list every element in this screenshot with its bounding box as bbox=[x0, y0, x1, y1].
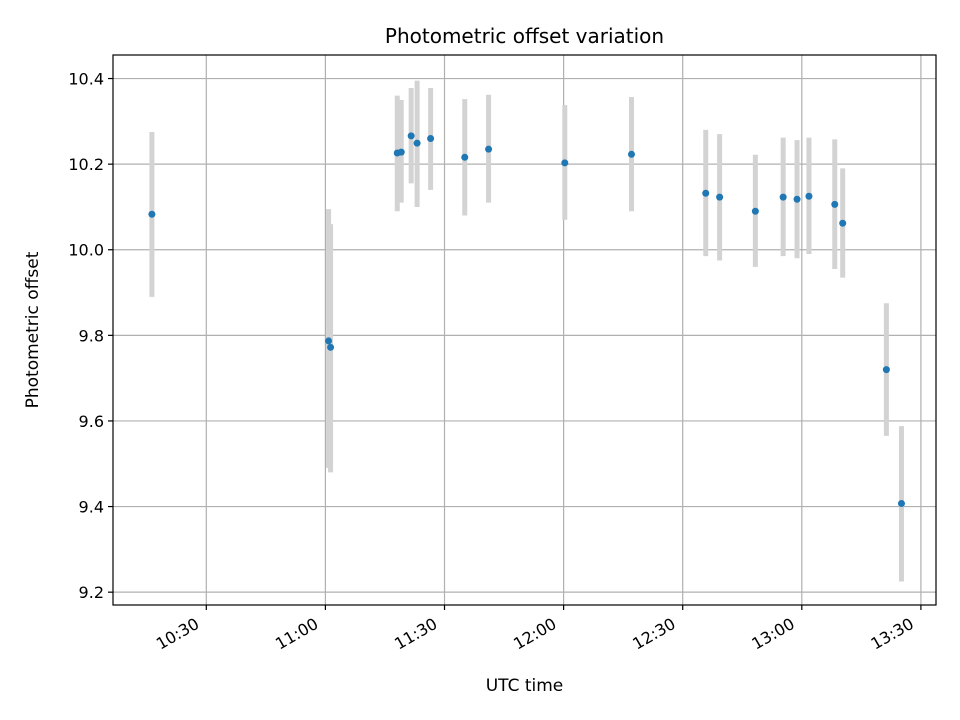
data-points bbox=[148, 132, 905, 508]
data-point bbox=[831, 200, 839, 208]
data-point bbox=[897, 500, 905, 508]
data-point bbox=[325, 337, 333, 345]
x-axis-title: UTC time bbox=[486, 676, 564, 696]
data-point bbox=[397, 148, 405, 156]
y-tick-label: 10.0 bbox=[68, 241, 104, 260]
chart-title: Photometric offset variation bbox=[385, 24, 664, 48]
y-tick-label: 9.6 bbox=[79, 412, 104, 431]
y-tick-label: 9.2 bbox=[79, 583, 104, 602]
data-point bbox=[882, 366, 890, 374]
data-point bbox=[716, 193, 724, 201]
data-point bbox=[702, 189, 710, 197]
data-point bbox=[427, 134, 435, 142]
data-point bbox=[793, 195, 801, 203]
data-point bbox=[413, 139, 421, 147]
y-tick-label: 10.4 bbox=[68, 70, 104, 89]
data-point bbox=[839, 219, 847, 227]
data-point bbox=[148, 210, 156, 218]
y-tick-label: 9.8 bbox=[79, 326, 104, 345]
data-point bbox=[805, 192, 813, 200]
data-point bbox=[327, 343, 335, 351]
data-point bbox=[407, 132, 415, 140]
data-point bbox=[561, 159, 569, 167]
data-point bbox=[779, 193, 787, 201]
data-point bbox=[751, 207, 759, 215]
data-point bbox=[627, 150, 635, 158]
plot-frame bbox=[112, 54, 937, 606]
y-axis-ticks: 9.2 9.4 9.6 9.8 10.0 10.2 10.4 bbox=[68, 70, 113, 602]
data-point bbox=[461, 153, 469, 161]
y-tick-label: 9.4 bbox=[79, 498, 104, 517]
data-point bbox=[485, 145, 493, 153]
y-tick-label: 10.2 bbox=[68, 155, 104, 174]
y-axis-title: Photometric offset bbox=[23, 251, 43, 408]
